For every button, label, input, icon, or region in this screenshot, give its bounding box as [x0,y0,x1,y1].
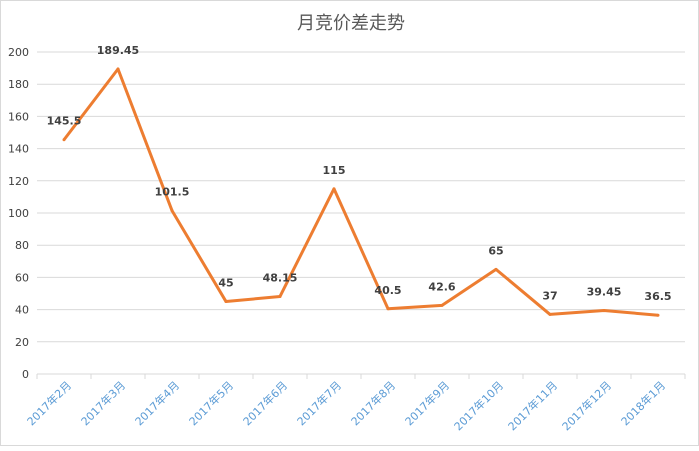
x-tick-label: 2017年3月 [78,378,128,428]
x-tick-label: 2017年11月 [505,378,560,433]
y-tick-label: 140 [8,143,29,156]
data-point [170,209,174,213]
data-label: 39.45 [587,285,622,298]
x-tick-label: 2017年6月 [240,378,290,428]
data-point [224,300,228,304]
series-line [62,67,659,317]
data-label: 40.5 [374,284,401,297]
x-tick-label: 2017年4月 [132,378,182,428]
y-tick-label: 60 [15,271,29,284]
x-tick-label: 2017年10月 [451,378,506,433]
data-label: 145.5 [47,115,82,128]
data-point [440,303,444,307]
data-label: 189.45 [97,44,139,57]
data-point [278,294,282,298]
data-point [386,307,390,311]
x-tick-label: 2017年8月 [348,378,398,428]
x-tick-label: 2017年5月 [186,378,236,428]
data-label: 37 [542,289,557,302]
data-point [602,308,606,312]
data-point [116,67,120,71]
data-point [332,187,336,191]
y-tick-label: 80 [15,239,29,252]
data-label: 101.5 [155,186,190,199]
data-point [656,313,660,317]
x-tick-label: 2017年12月 [559,378,614,433]
chart-title: 月竞价差走势 [297,13,405,34]
y-tick-label: 200 [8,46,29,59]
x-tick-label: 2018年1月 [618,378,668,428]
y-tick-label: 120 [8,175,29,188]
x-tick-label: 2017年9月 [402,378,452,428]
x-tick-label: 2017年7月 [294,378,344,428]
y-tick-label: 0 [22,368,29,381]
data-label: 48.15 [263,271,298,284]
data-point [62,138,66,142]
data-point [548,312,552,316]
y-tick-label: 180 [8,78,29,91]
data-label: 45 [218,277,233,290]
y-tick-label: 40 [15,304,29,317]
x-tick-label: 2017年2月 [24,378,74,428]
y-tick-label: 100 [8,207,29,220]
y-tick-label: 20 [15,336,29,349]
data-label: 42.6 [428,280,455,293]
data-label: 36.5 [644,290,671,303]
y-tick-label: 160 [8,110,29,123]
data-label: 65 [488,244,503,257]
data-label: 115 [323,164,346,177]
data-point [494,267,498,271]
